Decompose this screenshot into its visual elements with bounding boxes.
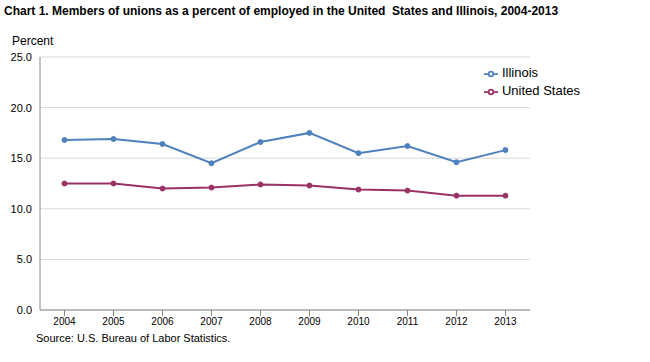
svg-text:2004: 2004 bbox=[53, 316, 76, 327]
svg-text:25.0: 25.0 bbox=[11, 51, 32, 63]
svg-text:2006: 2006 bbox=[151, 316, 174, 327]
svg-text:2010: 2010 bbox=[347, 316, 370, 327]
svg-text:2012: 2012 bbox=[445, 316, 468, 327]
svg-text:2005: 2005 bbox=[102, 316, 125, 327]
svg-text:2009: 2009 bbox=[298, 316, 321, 327]
svg-text:0.0: 0.0 bbox=[17, 304, 32, 316]
svg-text:5.0: 5.0 bbox=[17, 253, 32, 265]
svg-text:2008: 2008 bbox=[249, 316, 272, 327]
html-text:Percent: Percent bbox=[12, 34, 54, 48]
svg-text:2011: 2011 bbox=[397, 316, 419, 327]
html-text:Chart 1. Members of unions as: Chart 1. Members of unions as a percent … bbox=[4, 4, 559, 18]
svg-text:10.0: 10.0 bbox=[11, 203, 32, 215]
html-text:Source: U.S. Bureau of Labor S: Source: U.S. Bureau of Labor Statistics. bbox=[36, 332, 231, 344]
svg-text:20.0: 20.0 bbox=[11, 102, 32, 114]
html-text:United States: United States bbox=[502, 83, 580, 98]
svg-text:2007: 2007 bbox=[200, 316, 223, 327]
svg-text:2013: 2013 bbox=[494, 316, 517, 327]
svg-text:15.0: 15.0 bbox=[11, 152, 32, 164]
html-text:Illinois: Illinois bbox=[502, 65, 539, 80]
